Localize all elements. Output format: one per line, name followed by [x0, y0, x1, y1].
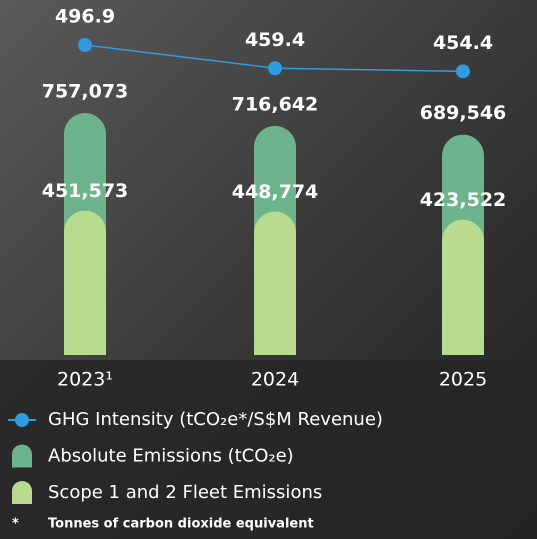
legend-label: Scope 1 and 2 Fleet Emissions — [48, 482, 322, 503]
value-label: 454.4 — [433, 32, 493, 54]
x-tick-label: 2025 — [439, 369, 487, 391]
value-label: 716,642 — [232, 93, 319, 115]
bar — [442, 219, 484, 355]
legend-label: Absolute Emissions (tCO₂e) — [48, 446, 294, 467]
value-label: 689,546 — [420, 102, 507, 124]
value-label: 496.9 — [55, 6, 115, 28]
x-tick-label: 2024 — [251, 369, 299, 391]
line-point — [456, 64, 470, 79]
bar — [254, 211, 296, 355]
legend-marker — [15, 413, 29, 427]
value-label: 451,573 — [42, 180, 129, 202]
legend-swatch — [12, 444, 32, 468]
value-label: 448,774 — [232, 181, 319, 203]
legend-swatch — [12, 481, 32, 504]
background-band — [0, 360, 537, 539]
bar — [64, 210, 106, 355]
footnote-marker: * — [12, 517, 19, 532]
line-point — [78, 38, 92, 52]
x-tick-label: 2023¹ — [57, 369, 113, 391]
legend-label: GHG Intensity (tCO₂e*/S$M Revenue) — [48, 409, 383, 430]
value-label: 459.4 — [245, 29, 305, 51]
value-label: 757,073 — [42, 81, 129, 103]
value-label: 423,522 — [420, 189, 507, 211]
line-point — [268, 61, 282, 76]
footnote: Tonnes of carbon dioxide equivalent — [48, 517, 314, 532]
